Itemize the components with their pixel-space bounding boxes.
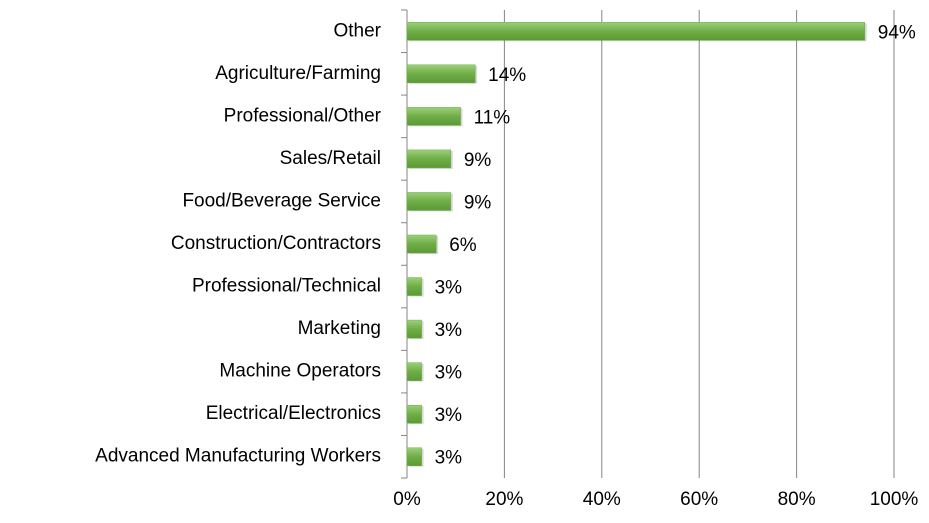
y-tick-label: Professional/Technical xyxy=(192,276,381,297)
y-tick-label: Professional/Other xyxy=(224,105,382,126)
value-label: 9% xyxy=(464,192,492,213)
x-tick-label: 20% xyxy=(485,489,523,510)
bar xyxy=(406,319,422,339)
y-tick-label: Marketing xyxy=(298,318,381,339)
value-label: 3% xyxy=(435,320,463,341)
bar xyxy=(406,22,866,41)
value-label: 3% xyxy=(435,448,463,469)
y-tick-label: Agriculture/Farming xyxy=(215,63,381,84)
value-label: 3% xyxy=(435,363,463,384)
x-tick-label: 40% xyxy=(583,489,621,510)
bar xyxy=(406,192,452,211)
y-tick-label: Electrical/Electronics xyxy=(206,403,381,424)
y-tick-label: Advanced Manufacturing Workers xyxy=(95,446,381,467)
bar xyxy=(406,447,422,466)
x-tick-label: 100% xyxy=(870,489,919,510)
value-label: 9% xyxy=(464,150,492,171)
value-label: 11% xyxy=(474,107,511,128)
value-label: 3% xyxy=(435,278,463,299)
bar xyxy=(406,362,422,381)
value-label: 3% xyxy=(435,405,463,426)
value-label: 94% xyxy=(878,22,916,43)
value-label: 14% xyxy=(488,65,526,86)
bar xyxy=(406,107,461,126)
x-tick-label: 0% xyxy=(393,489,421,510)
bar xyxy=(406,64,476,84)
x-tick-label: 60% xyxy=(680,489,718,510)
y-tick-label: Machine Operators xyxy=(219,361,381,382)
y-tick-label: Construction/Contractors xyxy=(171,233,381,254)
bar xyxy=(406,277,422,296)
x-tick-label: 80% xyxy=(778,489,816,510)
bar xyxy=(406,234,437,254)
bar xyxy=(406,404,422,424)
y-tick-label: Sales/Retail xyxy=(280,148,381,169)
bar xyxy=(406,149,452,169)
y-tick-label: Other xyxy=(333,20,381,41)
value-label: 6% xyxy=(449,235,477,256)
y-tick-label: Food/Beverage Service xyxy=(182,190,381,211)
